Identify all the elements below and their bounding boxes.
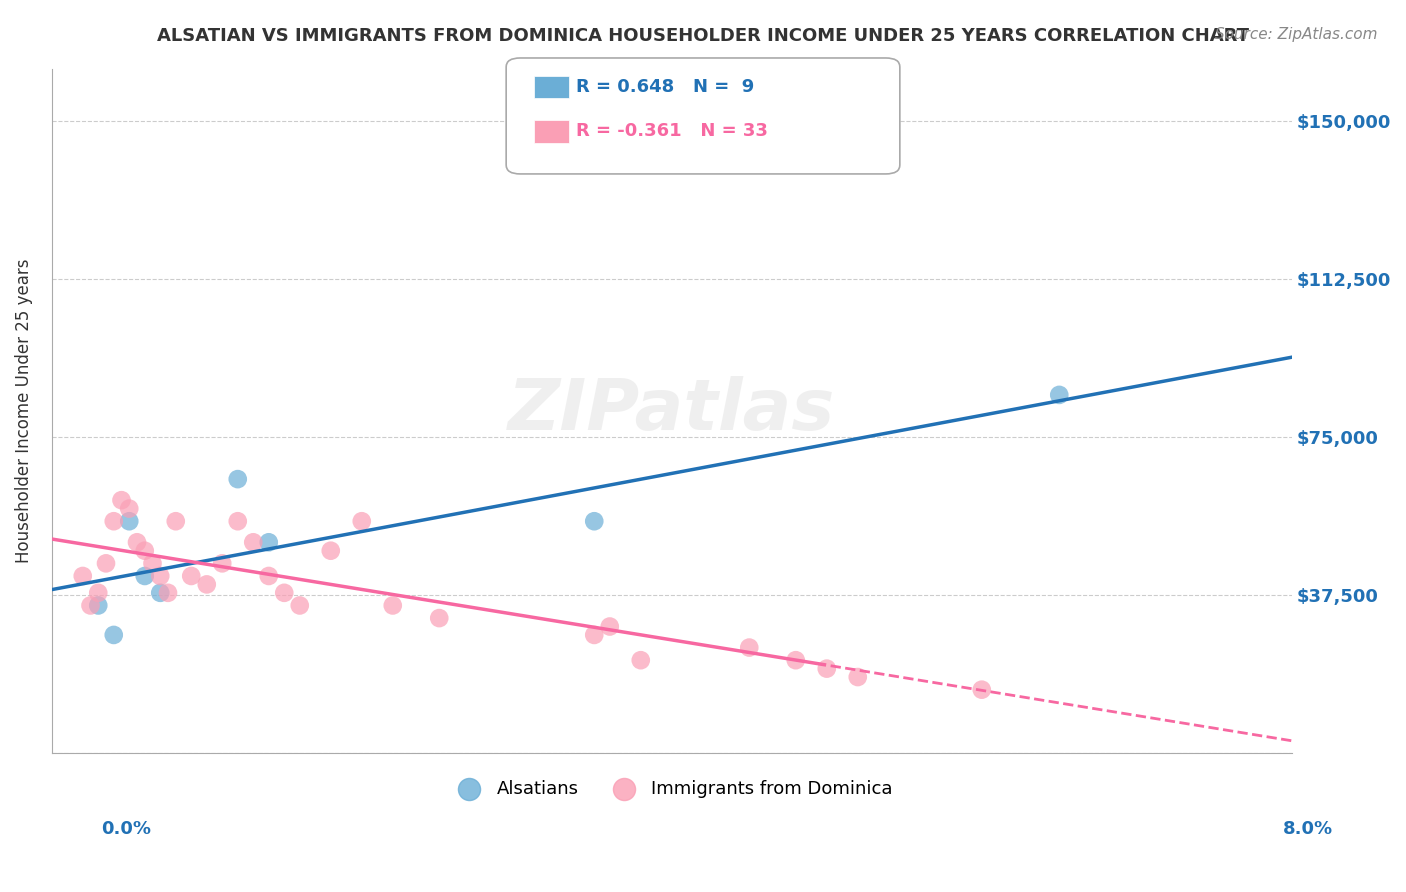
Point bbox=[1047, 388, 1070, 402]
Point bbox=[211, 557, 233, 571]
Point bbox=[72, 569, 94, 583]
Point bbox=[110, 493, 132, 508]
Point bbox=[125, 535, 148, 549]
Point bbox=[87, 599, 110, 613]
Text: 0.0%: 0.0% bbox=[101, 820, 152, 838]
Point bbox=[583, 514, 606, 528]
Text: 8.0%: 8.0% bbox=[1282, 820, 1333, 838]
Point bbox=[87, 586, 110, 600]
Point bbox=[94, 557, 117, 571]
Point bbox=[273, 586, 295, 600]
Point bbox=[970, 682, 993, 697]
Point bbox=[738, 640, 761, 655]
Point bbox=[134, 569, 156, 583]
Point bbox=[118, 514, 141, 528]
Y-axis label: Householder Income Under 25 years: Householder Income Under 25 years bbox=[15, 259, 32, 563]
Point bbox=[195, 577, 218, 591]
Point bbox=[350, 514, 373, 528]
Point bbox=[180, 569, 202, 583]
Text: R = 0.648   N =  9: R = 0.648 N = 9 bbox=[576, 78, 755, 96]
Legend: Alsatians, Immigrants from Dominica: Alsatians, Immigrants from Dominica bbox=[444, 773, 900, 805]
Point bbox=[79, 599, 101, 613]
Text: R = -0.361   N = 33: R = -0.361 N = 33 bbox=[576, 122, 768, 140]
Point bbox=[149, 586, 172, 600]
Point bbox=[226, 514, 249, 528]
Point bbox=[141, 557, 163, 571]
Point bbox=[381, 599, 404, 613]
Text: ALSATIAN VS IMMIGRANTS FROM DOMINICA HOUSEHOLDER INCOME UNDER 25 YEARS CORRELATI: ALSATIAN VS IMMIGRANTS FROM DOMINICA HOU… bbox=[157, 27, 1249, 45]
Point bbox=[815, 662, 838, 676]
Point bbox=[118, 501, 141, 516]
Point bbox=[134, 543, 156, 558]
Point bbox=[103, 514, 125, 528]
Point bbox=[785, 653, 807, 667]
Text: ZIPatlas: ZIPatlas bbox=[508, 376, 835, 445]
Text: Source: ZipAtlas.com: Source: ZipAtlas.com bbox=[1215, 27, 1378, 42]
Point bbox=[599, 619, 621, 633]
Point bbox=[427, 611, 450, 625]
Point bbox=[165, 514, 187, 528]
Point bbox=[149, 569, 172, 583]
Point bbox=[846, 670, 869, 684]
Point bbox=[583, 628, 606, 642]
Point bbox=[257, 569, 280, 583]
Point bbox=[242, 535, 264, 549]
Point bbox=[630, 653, 652, 667]
Point bbox=[103, 628, 125, 642]
Point bbox=[257, 535, 280, 549]
Point bbox=[156, 586, 179, 600]
Point bbox=[319, 543, 342, 558]
Point bbox=[288, 599, 311, 613]
Point bbox=[226, 472, 249, 486]
